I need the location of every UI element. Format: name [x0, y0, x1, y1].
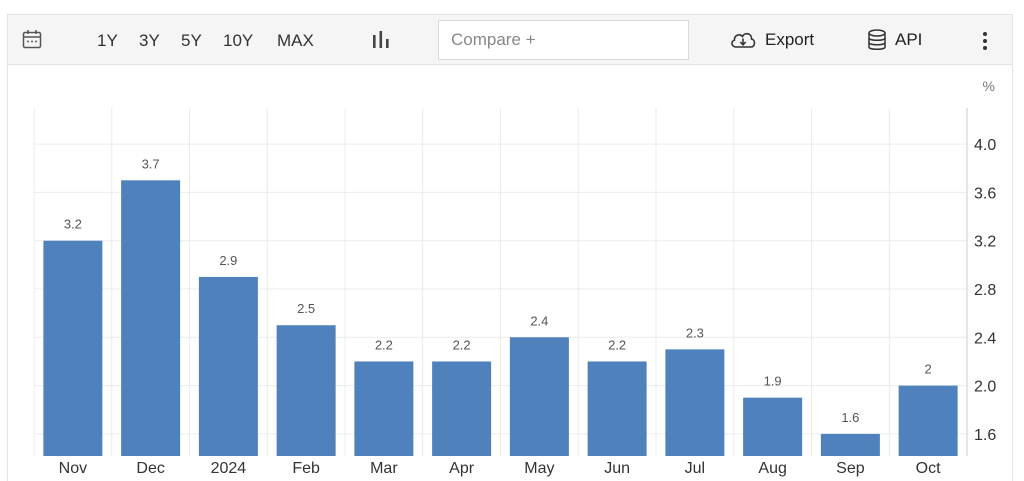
calendar-icon-graphic [22, 30, 42, 49]
range-3y-button[interactable]: 3Y [139, 31, 160, 50]
bar-jun[interactable] [587, 361, 647, 456]
x-tick-label: Aug [758, 460, 786, 477]
x-tick-label: May [524, 460, 554, 477]
y-tick-label: 1.6 [974, 427, 996, 444]
data-label: 2.2 [375, 337, 393, 352]
export-label: Export [765, 30, 815, 49]
x-tick-label: Apr [449, 460, 475, 477]
bar-apr[interactable] [432, 361, 492, 456]
bar-series [43, 180, 958, 456]
x-tick-label: Sep [836, 460, 865, 477]
bar-may[interactable] [509, 337, 569, 456]
y-tick-label: 3.2 [974, 234, 996, 251]
range-10y-button[interactable]: 10Y [223, 31, 254, 50]
data-label: 3.2 [64, 217, 82, 232]
x-tick-label: Jun [604, 460, 630, 477]
x-tick-label: Nov [59, 460, 87, 477]
y-tick-label: 3.6 [974, 185, 996, 202]
y-tick-label: 2.4 [974, 330, 996, 347]
data-label: 2.3 [686, 325, 704, 340]
database-icon [868, 29, 886, 50]
data-label: 3.7 [142, 156, 160, 171]
bar-sep[interactable] [820, 433, 880, 456]
api-button[interactable]: API [867, 29, 922, 51]
vertical-dots-graphic [983, 32, 987, 50]
calendar-icon[interactable] [22, 29, 42, 54]
cloud-download-icon [731, 32, 756, 48]
bar-2024[interactable] [198, 276, 258, 456]
data-label: 2.4 [530, 313, 548, 328]
bar-mar[interactable] [354, 361, 414, 456]
range-1y-button[interactable]: 1Y [97, 31, 118, 50]
y-axis-unit: % [983, 78, 995, 94]
bar-chart-icon[interactable] [371, 30, 391, 55]
data-label: 2.2 [453, 337, 471, 352]
data-label: 1.6 [841, 410, 859, 425]
compare-input[interactable] [438, 20, 689, 60]
x-tick-label: Mar [370, 460, 398, 477]
bar-jul[interactable] [665, 349, 725, 456]
bar-chart-icon-graphic [373, 31, 389, 48]
export-button[interactable]: Export [729, 29, 814, 51]
bar-nov[interactable] [43, 240, 103, 456]
grid-lines [33, 108, 968, 456]
bar-aug[interactable] [743, 397, 803, 456]
range-max-button[interactable]: MAX [277, 31, 314, 50]
x-tick-label: Oct [916, 460, 941, 477]
x-tick-label: Feb [292, 460, 320, 477]
x-tick-label: Jul [685, 460, 705, 477]
bar-oct[interactable] [898, 385, 958, 456]
data-label: 2 [925, 362, 932, 377]
x-tick-label: Dec [136, 460, 164, 477]
y-axis-tick-labels: 1.6 2.0 2.4 2.8 3.2 3.6 4.0 [974, 137, 996, 444]
data-label: 2.5 [297, 301, 315, 316]
y-tick-label: 4.0 [974, 137, 996, 154]
bar-feb[interactable] [276, 325, 336, 456]
data-label: 2.9 [219, 253, 237, 268]
y-tick-label: 2.8 [974, 282, 996, 299]
bar-dec[interactable] [121, 180, 181, 456]
data-label: 1.9 [764, 374, 782, 389]
range-5y-button[interactable]: 5Y [181, 31, 202, 50]
x-axis-tick-labels: Nov Dec 2024 Feb Mar Apr May Jun Jul Aug Sep Oct [59, 460, 941, 477]
x-tick-label: 2024 [211, 460, 247, 477]
api-label: API [895, 30, 923, 49]
data-labels: 3.2 3.7 2.9 2.5 2.2 2.2 2.4 2.2 2.3 1.9 1.6 2 [64, 156, 932, 425]
vertical-dots-icon[interactable] [981, 31, 989, 56]
y-tick-label: 2.0 [974, 379, 996, 396]
data-label: 2.2 [608, 337, 626, 352]
